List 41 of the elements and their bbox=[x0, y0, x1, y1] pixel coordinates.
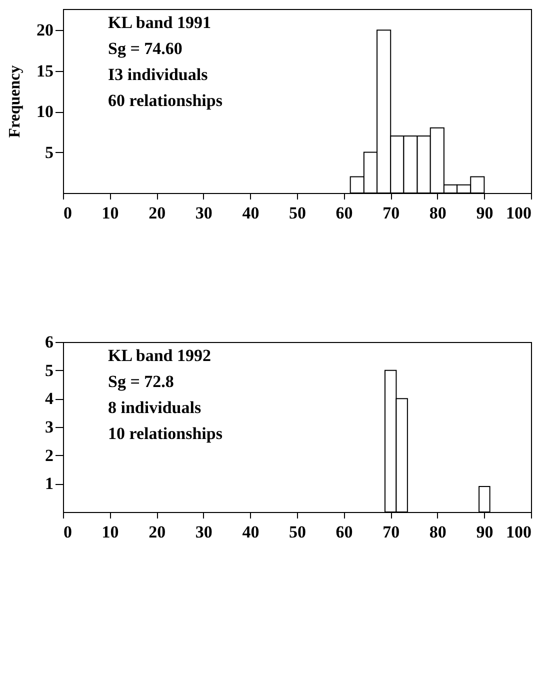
x-tick-label: 100 bbox=[506, 522, 532, 542]
annotation: 60 relationships bbox=[108, 91, 223, 110]
x-tick-label: 30 bbox=[195, 522, 212, 542]
x-tick-label: 10 bbox=[102, 522, 119, 542]
x-tick-label: 50 bbox=[289, 522, 306, 542]
x-tick-label: 20 bbox=[148, 204, 166, 222]
x-tick-label: 40 bbox=[242, 522, 260, 542]
x-tick-label: 90 bbox=[476, 522, 494, 542]
x-tick-label: 50 bbox=[289, 204, 306, 222]
x-tick-label: 0 bbox=[64, 204, 72, 222]
y-tick-label: 5 bbox=[45, 142, 54, 162]
y-tick-label: 4 bbox=[45, 389, 54, 408]
x-tick-label: 90 bbox=[476, 204, 494, 222]
annotation: 8 individuals bbox=[108, 398, 202, 417]
x-tick-label: 10 bbox=[102, 204, 119, 222]
y-tick-label: 3 bbox=[45, 418, 54, 436]
annotation: I3 individuals bbox=[108, 65, 208, 84]
y-axis-title: Frequency bbox=[6, 65, 24, 138]
x-tick-label: 70 bbox=[382, 204, 400, 222]
annotation: Sg = 74.60 bbox=[108, 39, 182, 58]
x-tick-label: 40 bbox=[242, 204, 260, 222]
annotation: KL band 1991 bbox=[108, 13, 211, 32]
annotation: KL band 1992 bbox=[108, 346, 211, 365]
x-tick-label: 30 bbox=[195, 204, 212, 222]
x-tick-label: 80 bbox=[429, 204, 446, 222]
y-tick-label: 2 bbox=[45, 446, 54, 465]
y-tick-label: 5 bbox=[45, 360, 54, 380]
y-tick-label: 6 bbox=[45, 332, 54, 352]
x-tick-label: 0 bbox=[64, 522, 72, 542]
x-tick-label: 80 bbox=[429, 522, 446, 542]
annotation: 10 relationships bbox=[108, 424, 223, 443]
x-tick-label: 100 bbox=[506, 204, 532, 222]
x-tick-label: 60 bbox=[336, 522, 353, 542]
x-tick-label: 60 bbox=[336, 204, 353, 222]
y-tick-label: 10 bbox=[36, 102, 54, 122]
x-tick-label: 70 bbox=[382, 522, 400, 542]
y-tick-label: 15 bbox=[36, 61, 54, 80]
annotation: Sg = 72.8 bbox=[108, 372, 174, 391]
y-tick-label: 20 bbox=[36, 20, 54, 40]
x-tick-label: 20 bbox=[148, 522, 166, 542]
y-tick-label: 1 bbox=[45, 474, 54, 494]
